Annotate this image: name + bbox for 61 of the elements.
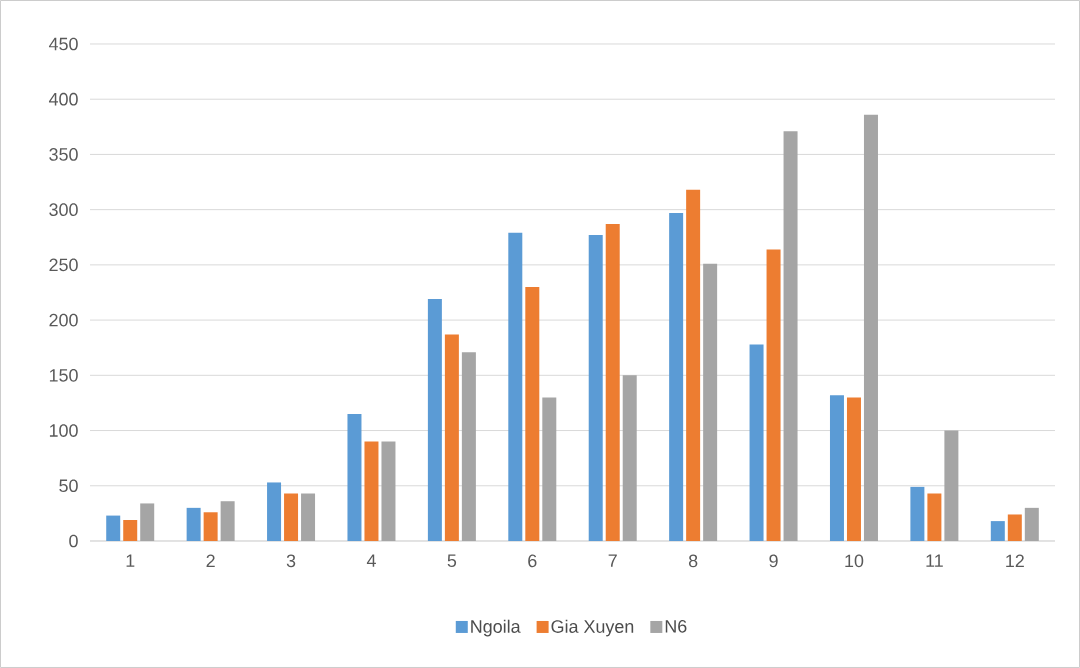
x-tick-label: 10 [845, 554, 864, 568]
bar [106, 515, 121, 541]
y-tick-label: 200 [49, 313, 78, 327]
bar [990, 521, 1005, 541]
bar [829, 395, 844, 541]
y-tick-label: 450 [48, 37, 78, 51]
y-tick-label: 0 [69, 534, 78, 548]
bar [588, 235, 603, 541]
y-tick-label: 250 [49, 258, 78, 272]
bar [605, 224, 620, 541]
bar [364, 441, 379, 541]
x-tick-label: 11 [926, 554, 943, 567]
bar [622, 375, 637, 541]
bar [766, 249, 781, 541]
bar [783, 131, 798, 541]
bar [301, 493, 316, 541]
y-tick-label: 50 [59, 479, 78, 493]
bar [123, 520, 138, 541]
bar [267, 482, 282, 541]
bar [863, 114, 878, 541]
x-tick-label: 7 [608, 554, 617, 567]
x-tick-label: 1 [126, 554, 135, 567]
bar [944, 430, 959, 541]
x-tick-label: 12 [1006, 554, 1024, 568]
bar [140, 503, 155, 541]
legend-label: Gia Xuyen [551, 619, 634, 637]
x-tick-label: 6 [528, 554, 537, 568]
bar [749, 344, 764, 541]
bar [542, 397, 557, 541]
legend-label: Ngoila [471, 619, 521, 637]
y-tick-label: 350 [49, 148, 78, 161]
bar [220, 501, 235, 541]
x-tick-label: 5 [447, 554, 457, 568]
y-tick-label: 400 [48, 92, 78, 106]
bar [427, 299, 442, 541]
bar [686, 189, 701, 541]
x-tick-label: 2 [206, 554, 215, 568]
bar [203, 512, 218, 541]
bar [461, 352, 476, 541]
bar [846, 397, 861, 541]
x-tick-label: 9 [769, 554, 778, 568]
x-tick-label: 3 [286, 554, 296, 568]
bar [444, 334, 459, 541]
y-tick-label: 150 [49, 368, 78, 382]
bar [347, 413, 362, 541]
x-tick-label: 4 [366, 554, 376, 567]
bar [525, 286, 540, 541]
bar [927, 493, 942, 541]
x-tick-label: 8 [688, 554, 698, 568]
bar [1007, 514, 1022, 541]
bar [910, 486, 925, 541]
bar [284, 493, 299, 541]
bar [1024, 507, 1039, 541]
y-tick-label: 100 [49, 424, 78, 437]
bar [508, 232, 523, 541]
bar [703, 263, 718, 541]
bar [381, 441, 396, 541]
bar [669, 212, 684, 541]
legend-label: N6 [665, 619, 687, 633]
y-tick-label: 300 [49, 203, 78, 216]
bar [186, 507, 201, 541]
